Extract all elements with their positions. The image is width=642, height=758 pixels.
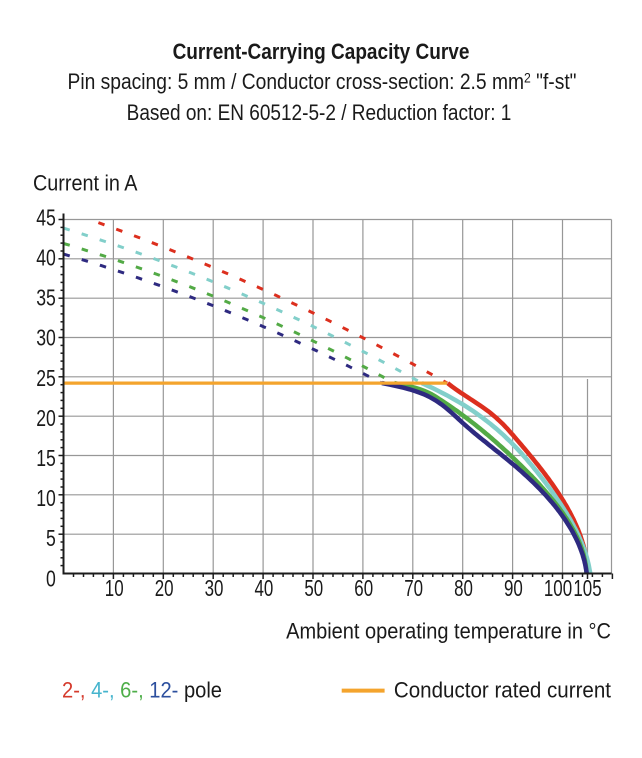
svg-text:50: 50 [304, 575, 323, 601]
svg-text:Current-Carrying Capacity Curv: Current-Carrying Capacity Curve [173, 40, 470, 65]
svg-text:2-, 4-, 6-, 12- pole: 2-, 4-, 6-, 12- pole [62, 679, 222, 703]
svg-text:90: 90 [504, 575, 523, 601]
svg-text:15: 15 [36, 446, 56, 472]
svg-text:Pin spacing: 5 mm / Conductor: Pin spacing: 5 mm / Conductor cross-sect… [67, 70, 576, 95]
svg-text:60: 60 [354, 575, 373, 601]
svg-text:Conductor rated current: Conductor rated current [394, 678, 611, 703]
svg-text:70: 70 [404, 575, 423, 601]
svg-text:40: 40 [254, 575, 273, 601]
svg-text:45: 45 [36, 205, 56, 231]
svg-text:105: 105 [573, 575, 601, 601]
svg-text:20: 20 [155, 575, 174, 601]
svg-text:10: 10 [36, 486, 56, 512]
svg-text:30: 30 [36, 325, 56, 351]
svg-text:35: 35 [36, 285, 56, 311]
svg-text:80: 80 [454, 575, 473, 601]
svg-text:10: 10 [105, 575, 124, 601]
svg-text:Ambient operating temperature: Ambient operating temperature in °C [286, 619, 611, 643]
svg-text:Current in A: Current in A [33, 172, 137, 196]
svg-text:5: 5 [46, 526, 56, 552]
svg-text:20: 20 [36, 406, 56, 432]
svg-text:30: 30 [205, 575, 224, 601]
svg-text:0: 0 [46, 566, 56, 592]
svg-text:25: 25 [36, 365, 56, 391]
svg-text:100: 100 [544, 575, 572, 601]
svg-text:40: 40 [36, 245, 56, 271]
svg-text:Based on: EN 60512-5-2 / Reduc: Based on: EN 60512-5-2 / Reduction facto… [127, 101, 512, 126]
